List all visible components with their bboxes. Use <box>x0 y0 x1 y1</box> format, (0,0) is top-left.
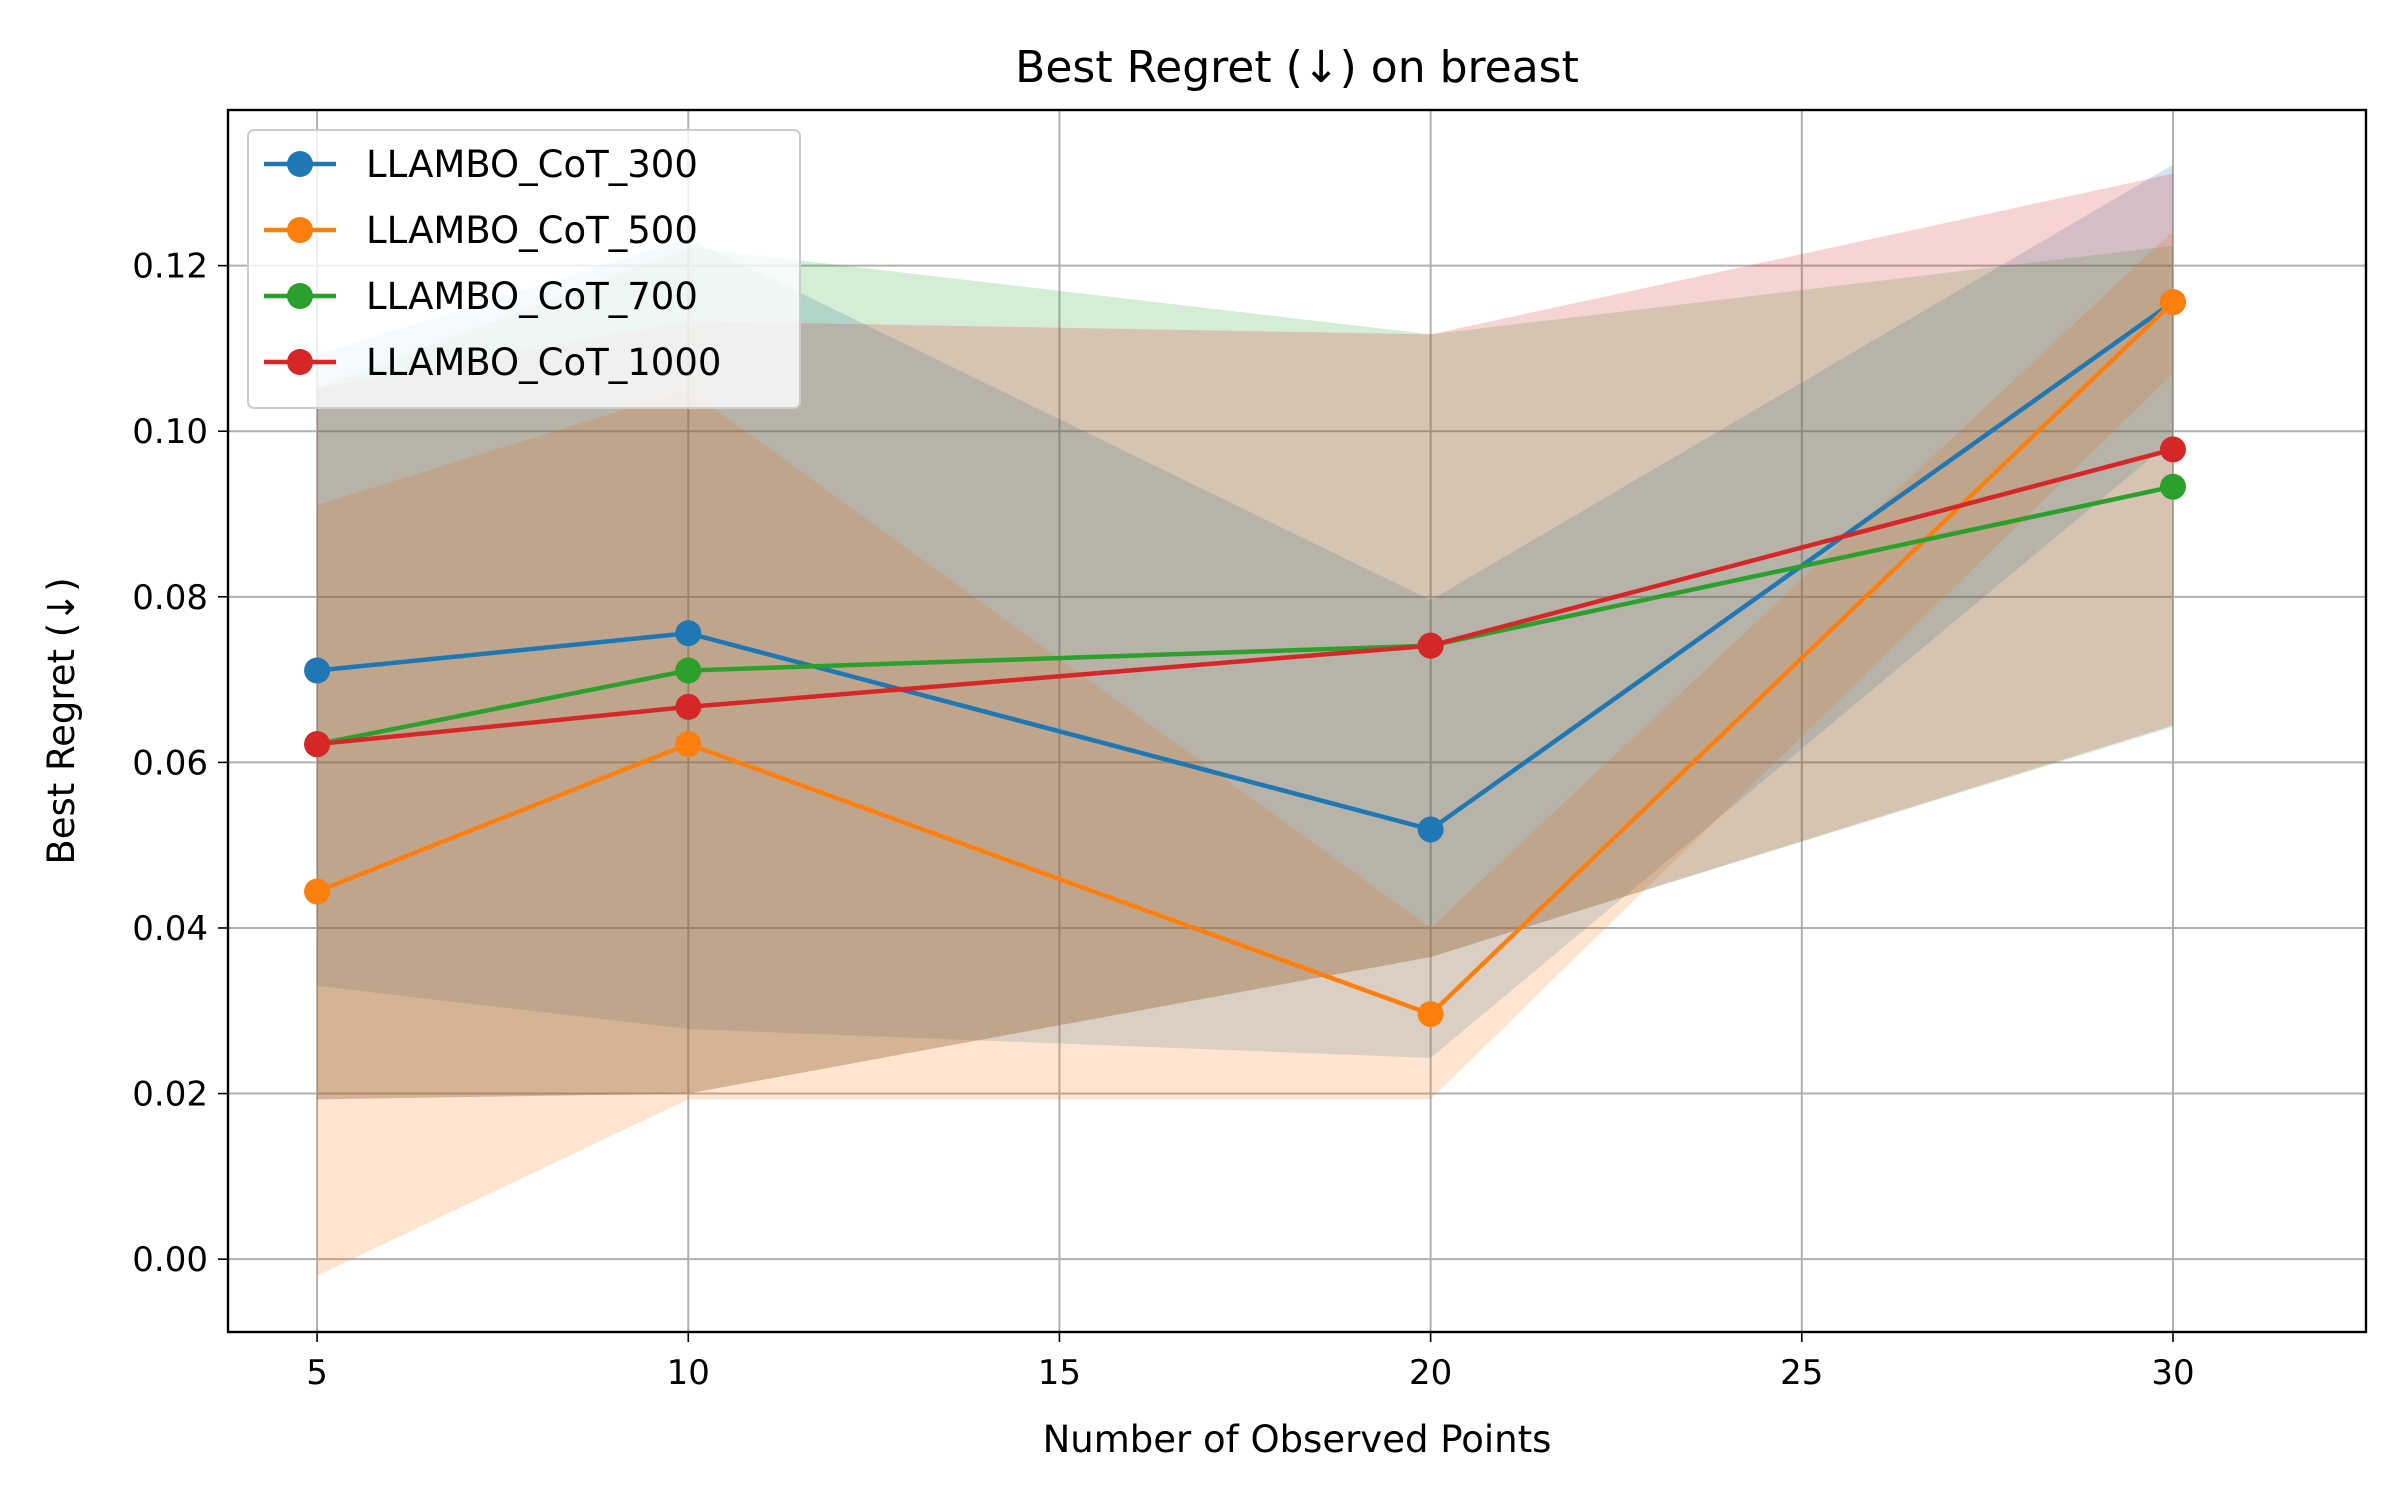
series-lines <box>314 299 2176 1017</box>
x-tick-label: 30 <box>2151 1353 2194 1393</box>
legend-label: LLAMBO_CoT_700 <box>366 275 698 318</box>
point-LLAMBO_CoT_500 <box>2159 289 2186 316</box>
plot-frame <box>226 108 2368 1334</box>
y-tick-label: 0.04 <box>132 909 208 949</box>
y-tick-label: 0.00 <box>132 1240 208 1280</box>
legend-box <box>247 129 801 409</box>
point-LLAMBO_CoT_700 <box>2159 473 2186 500</box>
point-LLAMBO_CoT_1000 <box>304 731 331 758</box>
x-tick-label: 10 <box>667 1353 710 1393</box>
legend-swatch-marker <box>287 349 313 375</box>
x-tick-label: 25 <box>1780 1353 1823 1393</box>
y-tick-label: 0.06 <box>132 743 208 783</box>
point-LLAMBO_CoT_1000 <box>675 693 702 720</box>
x-tick-label: 15 <box>1038 1353 1081 1393</box>
x-tick-label: 5 <box>306 1353 328 1393</box>
legend-label: LLAMBO_CoT_1000 <box>366 341 721 384</box>
y-tick-label: 0.02 <box>132 1075 208 1115</box>
legend-swatch-marker <box>287 217 313 243</box>
line-LLAMBO_CoT_500 <box>314 299 2176 1017</box>
band-LLAMBO_CoT_700 <box>317 245 2173 1100</box>
point-LLAMBO_CoT_300 <box>1417 816 1444 843</box>
point-LLAMBO_CoT_1000 <box>1417 632 1444 659</box>
y-tick-label: 0.10 <box>132 412 208 452</box>
point-LLAMBO_CoT_500 <box>304 878 331 905</box>
line-LLAMBO_CoT_700 <box>314 484 2176 747</box>
x-tick-label: 20 <box>1409 1353 1452 1393</box>
point-LLAMBO_CoT_500 <box>1417 1001 1444 1028</box>
legend-label: LLAMBO_CoT_300 <box>366 143 698 186</box>
legend-swatch-marker <box>287 283 313 309</box>
band-LLAMBO_CoT_500 <box>317 230 2173 1276</box>
series-markers <box>304 289 2186 1028</box>
point-LLAMBO_CoT_300 <box>675 620 702 647</box>
legend-label: LLAMBO_CoT_500 <box>366 209 698 252</box>
point-LLAMBO_CoT_1000 <box>2159 436 2186 463</box>
y-tick-label: 0.12 <box>132 247 208 287</box>
chart-title: Best Regret (↓) on breast <box>1015 42 1579 93</box>
axis-ticks: 5 10 15 20 25 30 0.00 0.02 0.04 0.06 0.08 0.10 0.12 <box>132 247 2194 1393</box>
x-axis-title: Number of Observed Points <box>1043 1418 1552 1461</box>
point-LLAMBO_CoT_500 <box>675 731 702 758</box>
point-LLAMBO_CoT_300 <box>304 657 331 684</box>
legend-swatch-marker <box>287 151 313 177</box>
line-LLAMBO_CoT_1000 <box>314 447 2176 747</box>
y-tick-label: 0.08 <box>132 578 208 618</box>
legend: LLAMBO_CoT_300 LLAMBO_CoT_500 LLAMBO_CoT_7… <box>247 129 801 409</box>
point-LLAMBO_CoT_700 <box>675 657 702 684</box>
y-axis-title: Best Regret (↓) <box>40 577 83 864</box>
